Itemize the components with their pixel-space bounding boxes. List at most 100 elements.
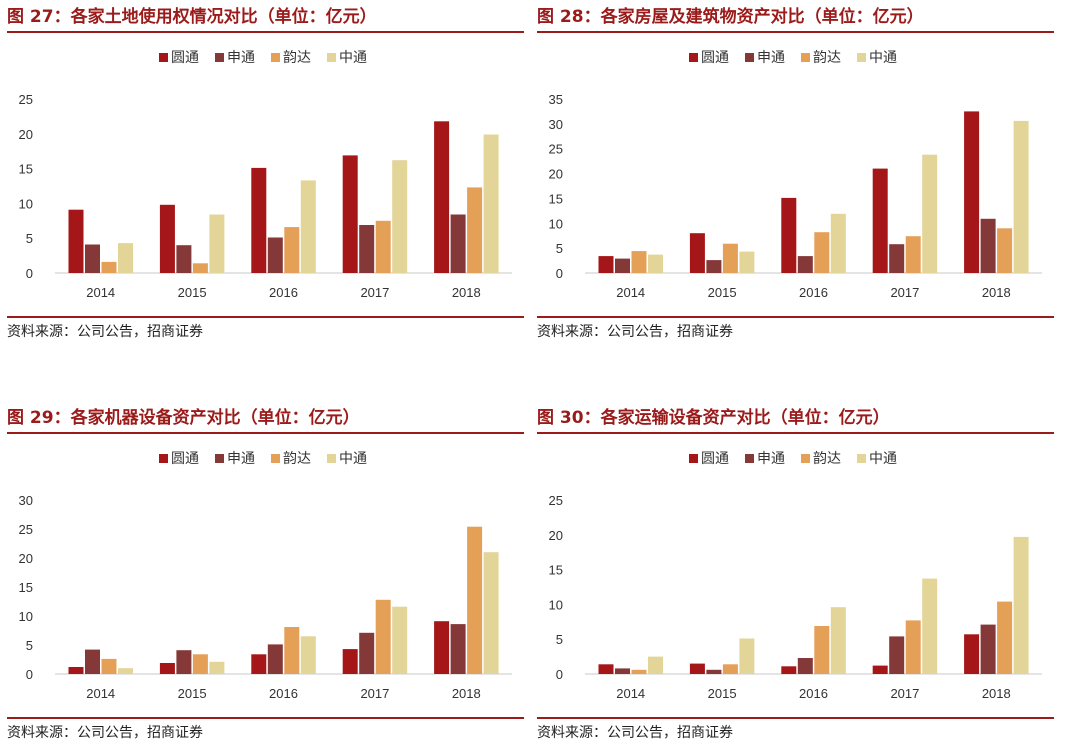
legend-label: 申通	[227, 49, 255, 65]
bar	[598, 664, 614, 674]
bar	[159, 663, 175, 674]
x-tick-label: 2018	[452, 285, 481, 300]
bar	[781, 666, 797, 674]
chart-panel-transport: 图 30：各家运输设备资产对比（单位：亿元） 圆通 申通 韵达 中通 0 5 10 15 20 2…	[537, 406, 1054, 746]
y-tick-label: 20	[19, 127, 33, 142]
bar-chart: 圆通 申通 韵达 中通 0 5 10 15 20 25 30 2014 2015 2016 2017 2018	[19, 450, 512, 701]
bar	[889, 636, 905, 674]
bar	[631, 251, 647, 273]
bar	[905, 236, 921, 273]
legend-label: 圆通	[701, 49, 729, 65]
chart-panel-buildings: 图 28：各家房屋及建筑物资产对比（单位：亿元） 圆通 申通 韵达 中通 0 5 10 15 2…	[537, 5, 1054, 345]
y-tick-label: 20	[549, 167, 563, 182]
bar	[342, 155, 358, 273]
bar	[648, 254, 663, 273]
bar	[797, 658, 813, 674]
legend-swatch	[857, 454, 866, 463]
bar	[192, 263, 208, 273]
bar	[300, 636, 316, 674]
bar	[922, 154, 938, 273]
bar	[450, 624, 466, 674]
bar	[964, 111, 980, 274]
bar	[814, 626, 830, 674]
bar	[739, 251, 755, 273]
y-tick-label: 5	[556, 632, 563, 647]
bar	[85, 649, 100, 674]
bar	[392, 160, 408, 273]
x-tick-label: 2015	[708, 686, 737, 701]
bar	[797, 256, 813, 273]
y-tick-label: 0	[556, 266, 563, 281]
bar	[267, 644, 283, 674]
x-tick-label: 2016	[799, 285, 828, 300]
chart-source: 资料来源：公司公告，招商证券	[7, 717, 524, 742]
y-tick-label: 20	[19, 551, 33, 566]
bar	[706, 260, 722, 273]
legend-label: 圆通	[701, 450, 729, 466]
bar	[830, 213, 846, 273]
y-tick-label: 0	[26, 266, 33, 281]
legend-label: 申通	[227, 450, 255, 466]
chart-source: 资料来源：公司公告，招商证券	[537, 717, 1054, 742]
bar	[176, 245, 192, 273]
legend-label: 韵达	[813, 450, 841, 466]
bar	[209, 661, 225, 674]
bar	[176, 650, 192, 674]
bar-chart: 圆通 申通 韵达 中通 0 5 10 15 20 25 30 35 2014 2015 2016 2017 20…	[549, 49, 1042, 300]
legend-label: 韵达	[283, 450, 311, 466]
legend-label: 中通	[339, 450, 367, 466]
bar	[251, 167, 267, 273]
y-tick-label: 15	[19, 162, 33, 177]
bar	[814, 232, 830, 273]
bar	[192, 654, 208, 674]
legend-label: 申通	[757, 450, 785, 466]
legend-swatch	[327, 53, 336, 62]
y-tick-label: 0	[556, 667, 563, 682]
bar	[450, 214, 466, 273]
chart-panel-machinery: 图 29：各家机器设备资产对比（单位：亿元） 圆通 申通 韵达 中通 0 5 10 15 20 2…	[7, 406, 524, 746]
chart-panel-land-use-rights: 图 27：各家土地使用权情况对比（单位：亿元） 圆通 申通 韵达 中通 0 5 10 15 20…	[7, 5, 524, 345]
chart-source: 资料来源：公司公告，招商证券	[7, 316, 524, 341]
bar	[118, 243, 133, 273]
x-tick-label: 2018	[452, 686, 481, 701]
x-tick-label: 2017	[890, 285, 919, 300]
legend-swatch	[327, 454, 336, 463]
bar	[434, 621, 450, 674]
bar	[1013, 536, 1029, 674]
bar	[980, 624, 996, 674]
bar	[689, 663, 705, 674]
x-tick-label: 2017	[360, 285, 389, 300]
bar	[722, 243, 738, 273]
bar	[1013, 120, 1029, 274]
legend-swatch	[689, 454, 698, 463]
x-tick-label: 2016	[269, 285, 298, 300]
x-tick-label: 2016	[799, 686, 828, 701]
bar	[997, 228, 1013, 273]
bar	[997, 601, 1013, 674]
legend-label: 韵达	[813, 49, 841, 65]
y-tick-label: 5	[556, 241, 563, 256]
bar	[375, 220, 391, 273]
x-tick-label: 2014	[616, 686, 645, 701]
y-tick-label: 35	[549, 92, 563, 107]
legend-swatch	[271, 454, 280, 463]
legend-label: 中通	[869, 49, 897, 65]
bar	[889, 244, 905, 273]
bar	[375, 599, 391, 674]
bar	[872, 168, 888, 273]
legend-label: 圆通	[171, 450, 199, 466]
bar	[251, 654, 267, 674]
bar	[648, 656, 663, 674]
x-tick-label: 2015	[178, 285, 207, 300]
legend-swatch	[745, 454, 754, 463]
y-tick-label: 25	[19, 92, 33, 107]
bar	[467, 526, 483, 674]
bar	[342, 649, 358, 674]
bar	[483, 134, 499, 273]
bar	[689, 233, 705, 273]
bar	[964, 634, 980, 674]
x-tick-label: 2014	[86, 285, 115, 300]
y-tick-label: 25	[549, 142, 563, 157]
chart-title: 图 29：各家机器设备资产对比（单位：亿元）	[7, 406, 524, 434]
bar	[722, 664, 738, 674]
